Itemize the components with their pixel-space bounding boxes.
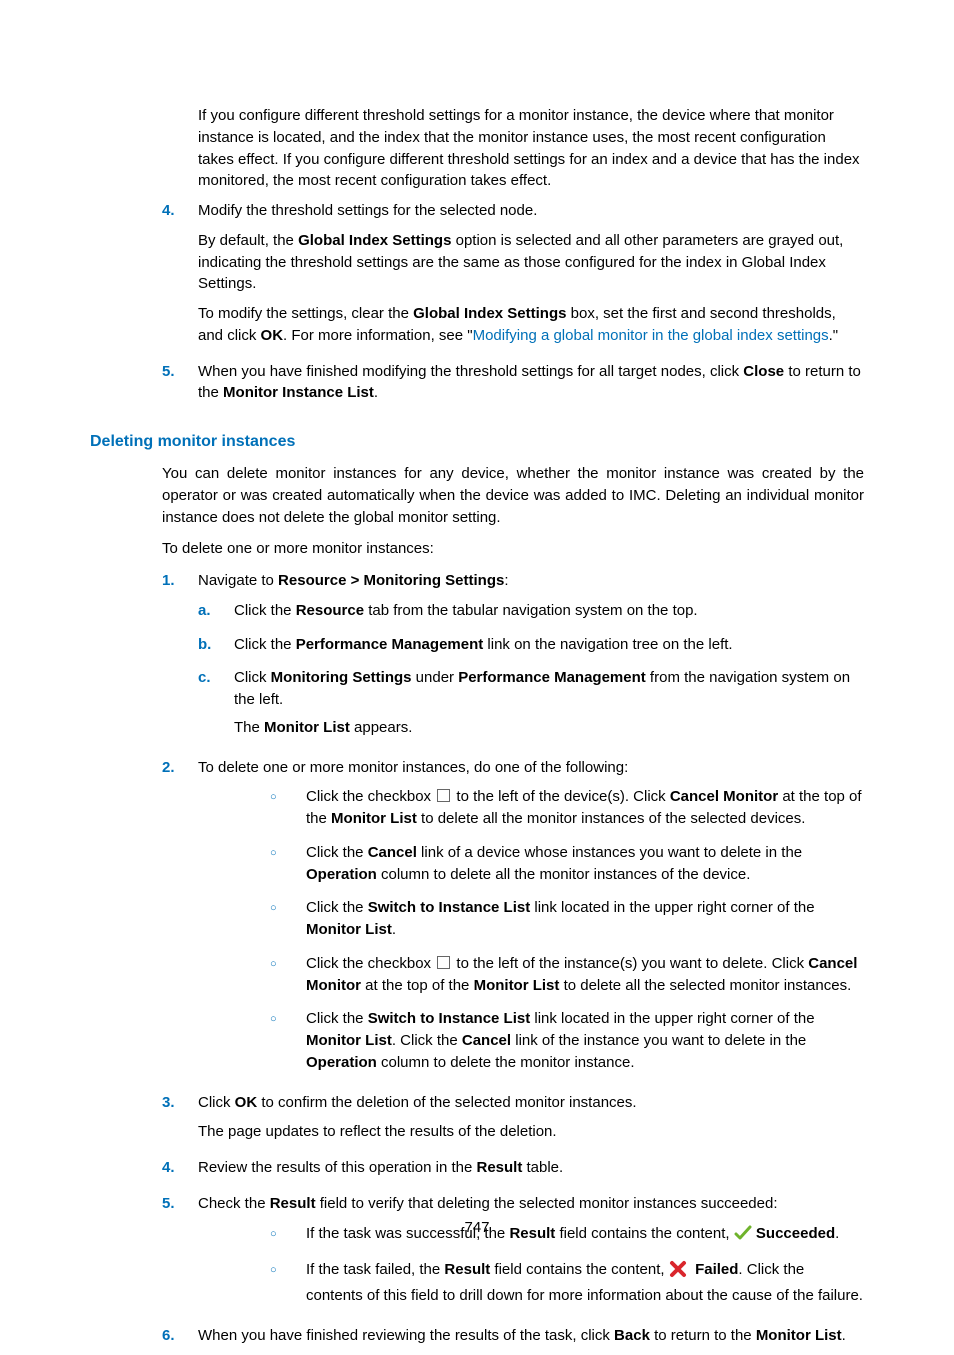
list-item-3: 3. Click OK to confirm the deletion of t… xyxy=(90,1092,864,1152)
text: The page updates to reflect the results … xyxy=(198,1121,864,1143)
text: Click the Switch to Instance List link l… xyxy=(306,897,864,941)
bullet-item: ○ Click the Switch to Instance List link… xyxy=(198,1008,864,1079)
text: Click the checkbox to the left of the de… xyxy=(306,786,864,830)
page-number: 747 xyxy=(0,1219,954,1236)
list-body: Check the Result field to verify that de… xyxy=(198,1193,864,1319)
text: To modify the settings, clear the Global… xyxy=(198,303,864,347)
text: Click the Switch to Instance List link l… xyxy=(306,1008,864,1073)
list-body: When you have finished reviewing the res… xyxy=(198,1325,864,1355)
text: Click the Resource tab from the tabular … xyxy=(234,600,864,622)
text: Click the Performance Management link on… xyxy=(234,634,864,656)
document-page: If you configure different threshold set… xyxy=(0,0,954,1296)
paragraph: To delete one or more monitor instances: xyxy=(162,538,864,560)
sub-item-a: a. Click the Resource tab from the tabul… xyxy=(198,600,864,628)
text: Review the results of this operation in … xyxy=(198,1157,864,1179)
list-marker: 6. xyxy=(162,1325,198,1355)
sub-marker: b. xyxy=(198,634,234,662)
sub-marker: c. xyxy=(198,667,234,744)
paragraph: If you configure different threshold set… xyxy=(198,105,864,192)
sub-marker: a. xyxy=(198,600,234,628)
text: Click OK to confirm the deletion of the … xyxy=(198,1092,864,1114)
list-marker: 4. xyxy=(162,200,198,355)
section-heading: Deleting monitor instances xyxy=(90,430,864,453)
bullet-item: ○ Click the checkbox to the left of the … xyxy=(198,786,864,836)
list-body: Navigate to Resource > Monitoring Settin… xyxy=(198,570,864,751)
list-body: Modify the threshold settings for the se… xyxy=(198,200,864,355)
list-body: When you have finished modifying the thr… xyxy=(198,361,864,413)
text: To delete one or more monitor instances,… xyxy=(198,757,864,779)
text: By default, the Global Index Settings op… xyxy=(198,230,864,295)
list-marker: 3. xyxy=(162,1092,198,1152)
bullet-item: ○ Click the checkbox to the left of the … xyxy=(198,953,864,1003)
list-item-1: 1. Navigate to Resource > Monitoring Set… xyxy=(90,570,864,751)
checkbox-icon xyxy=(437,789,450,802)
list-marker: 4. xyxy=(162,1157,198,1187)
list-marker: 1. xyxy=(162,570,198,751)
bullet-item: ○ Click the Switch to Instance List link… xyxy=(198,897,864,947)
text: Navigate to Resource > Monitoring Settin… xyxy=(198,570,864,592)
sub-item-b: b. Click the Performance Management link… xyxy=(198,634,864,662)
bullet-marker: ○ xyxy=(270,953,306,1003)
text: When you have finished modifying the thr… xyxy=(198,361,864,405)
link-global-index[interactable]: Modifying a global monitor in the global… xyxy=(473,327,829,344)
text: When you have finished reviewing the res… xyxy=(198,1325,864,1347)
page-content: If you configure different threshold set… xyxy=(90,105,864,1355)
list-marker: 5. xyxy=(162,1193,198,1319)
list-item-4b: 4. Review the results of this operation … xyxy=(90,1157,864,1187)
list-item-5b: 5. Check the Result field to verify that… xyxy=(90,1193,864,1319)
bullet-marker: ○ xyxy=(270,1259,306,1313)
bullet-item: ○ Click the Cancel link of a device whos… xyxy=(198,842,864,892)
bullet-marker: ○ xyxy=(270,786,306,836)
text: Check the Result field to verify that de… xyxy=(198,1193,864,1215)
paragraph: You can delete monitor instances for any… xyxy=(162,463,864,528)
bullet-item: ○ If the task failed, the Result field c… xyxy=(198,1259,864,1313)
text: Click Monitoring Settings under Performa… xyxy=(234,667,864,711)
list-item-6: 6. When you have finished reviewing the … xyxy=(90,1325,864,1355)
x-icon xyxy=(669,1260,687,1285)
text: If the task failed, the Result field con… xyxy=(306,1259,864,1307)
list-body: Review the results of this operation in … xyxy=(198,1157,864,1187)
list-marker: 5. xyxy=(162,361,198,413)
bullet-marker: ○ xyxy=(270,897,306,947)
list-item-2: 2. To delete one or more monitor instanc… xyxy=(90,757,864,1086)
list-item-5: 5. When you have finished modifying the … xyxy=(90,361,864,413)
list-marker: 2. xyxy=(162,757,198,1086)
text: The Monitor List appears. xyxy=(234,717,864,739)
checkbox-icon xyxy=(437,956,450,969)
bullet-marker: ○ xyxy=(270,842,306,892)
list-body: To delete one or more monitor instances,… xyxy=(198,757,864,1086)
text: Click the Cancel link of a device whose … xyxy=(306,842,864,886)
list-item-4: 4. Modify the threshold settings for the… xyxy=(90,200,864,355)
bullet-marker: ○ xyxy=(270,1008,306,1079)
text: Modify the threshold settings for the se… xyxy=(198,200,864,222)
text: Click the checkbox to the left of the in… xyxy=(306,953,864,997)
sub-item-c: c. Click Monitoring Settings under Perfo… xyxy=(198,667,864,744)
list-body: Click OK to confirm the deletion of the … xyxy=(198,1092,864,1152)
